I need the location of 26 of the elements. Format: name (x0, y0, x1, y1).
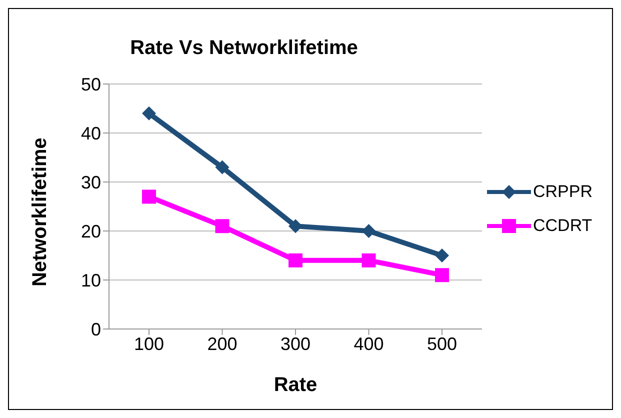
point (362, 224, 376, 238)
point (142, 190, 156, 204)
y-tick-label: 50 (80, 74, 101, 94)
point (215, 219, 230, 234)
y-tick-label: 40 (80, 123, 101, 144)
point (362, 253, 376, 268)
y-axis-title: Networklifetime (29, 138, 52, 286)
y-tick-label: 20 (80, 221, 101, 242)
x-tick-label: 100 (134, 334, 164, 354)
point (142, 106, 156, 120)
point (215, 160, 230, 174)
x-tick-label: 400 (354, 334, 384, 354)
point (435, 268, 449, 282)
x-tick-label: 200 (207, 334, 238, 354)
legend-label: CRPPR (533, 182, 593, 202)
y-tick-label: 10 (80, 270, 101, 290)
point (288, 253, 302, 268)
x-tick-label: 500 (426, 334, 458, 354)
point (288, 219, 302, 234)
x-axis-title: Rate (274, 374, 318, 396)
y-tick-label: 0 (90, 319, 101, 340)
point (435, 248, 449, 262)
legend-label: CCDRT (533, 216, 592, 236)
x-tick-label: 300 (280, 334, 311, 354)
y-tick-label: 30 (80, 172, 101, 192)
chart-title: Rate Vs Networklifetime (129, 37, 359, 60)
